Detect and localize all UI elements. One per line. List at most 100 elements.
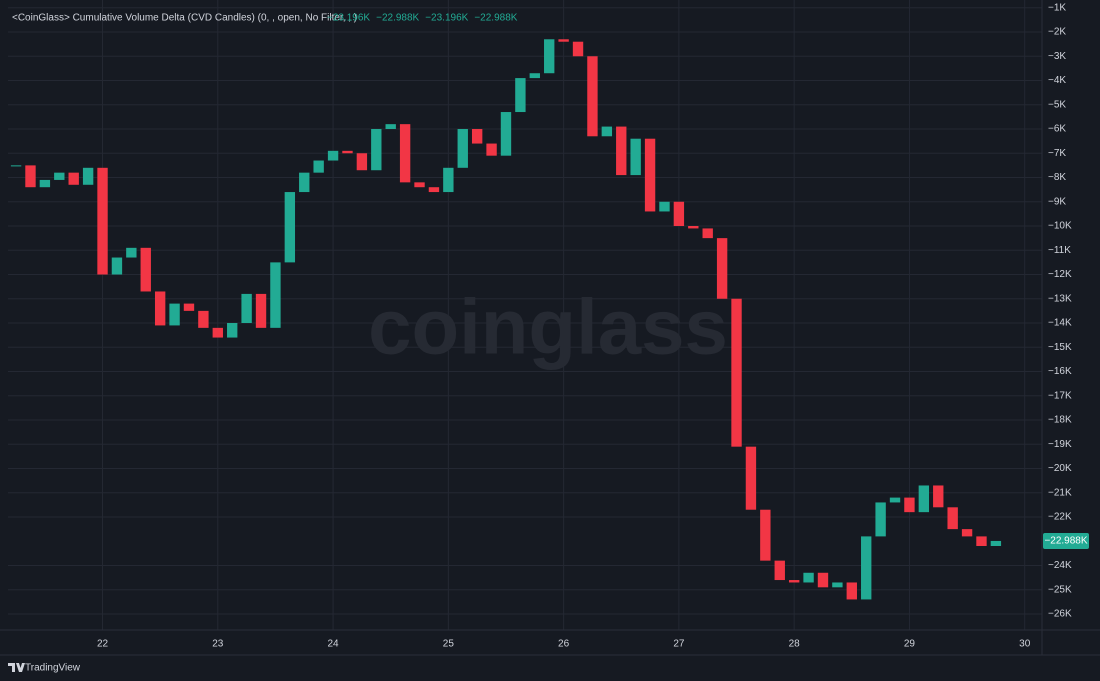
candle-body: [990, 540, 1002, 546]
x-tick-label: 29: [904, 639, 916, 650]
candle-body: [241, 293, 252, 324]
watermark: coinglass: [368, 283, 728, 371]
candle-body: [212, 327, 223, 338]
header-value: −22.988K: [474, 13, 517, 24]
y-tick-label: −10K: [1048, 221, 1072, 232]
last-value-label: −22.988K: [1044, 536, 1087, 547]
header-value: −23.196K: [425, 13, 468, 24]
candle-body: [140, 247, 151, 292]
candle-body: [673, 201, 685, 227]
candle-body: [558, 39, 569, 42]
candle-body: [169, 303, 180, 326]
candle-body: [817, 572, 829, 588]
candle-body: [875, 502, 886, 537]
candle-body: [716, 238, 728, 299]
candle-body: [313, 160, 324, 173]
candle-body: [659, 201, 670, 212]
y-tick-label: −13K: [1048, 293, 1072, 304]
candle-body: [904, 497, 915, 513]
y-tick-label: −14K: [1048, 318, 1072, 329]
candle-body: [601, 126, 613, 137]
candle-body: [457, 129, 468, 168]
y-tick-label: −9K: [1048, 196, 1066, 207]
indicator-title: <CoinGlass> Cumulative Volume Delta (CVD…: [12, 13, 357, 24]
candle-body: [616, 126, 627, 176]
y-tick-label: −21K: [1048, 487, 1072, 498]
y-tick-label: −8K: [1048, 172, 1066, 183]
candle-body: [846, 582, 857, 600]
candle-body: [39, 179, 51, 188]
y-tick-label: −6K: [1048, 124, 1066, 135]
candle-body: [428, 187, 440, 193]
candle-body: [486, 143, 497, 156]
candle-body: [832, 582, 843, 588]
y-tick-label: −11K: [1048, 245, 1071, 256]
candle-body: [342, 150, 353, 154]
x-tick-label: 25: [443, 639, 455, 650]
candle-body: [25, 165, 36, 188]
candle-body: [731, 298, 742, 447]
y-tick-label: −17K: [1048, 390, 1072, 401]
y-tick-label: −5K: [1048, 99, 1066, 110]
candle-body: [385, 124, 396, 130]
candle-body: [529, 73, 540, 79]
candle-body: [572, 41, 584, 57]
y-tick-label: −20K: [1048, 463, 1072, 474]
candle-body: [745, 446, 757, 510]
y-tick-label: −12K: [1048, 269, 1072, 280]
x-tick-label: 30: [1019, 639, 1031, 650]
candle-body: [255, 293, 267, 328]
candle-body: [284, 192, 296, 263]
candle-body: [544, 39, 555, 74]
x-tick-label: 28: [789, 639, 801, 650]
candle-body: [10, 165, 22, 167]
x-tick-label: 23: [212, 639, 224, 650]
last-value-box: [1043, 532, 1089, 549]
y-tick-label: −16K: [1048, 366, 1072, 377]
candle-body: [889, 497, 901, 503]
header-value: −23.196K: [327, 13, 370, 24]
header-value: −22.988K: [376, 13, 419, 24]
x-tick-label: 22: [97, 639, 109, 650]
candle-body: [68, 172, 79, 185]
logo-icon: [8, 663, 25, 672]
candle-body: [976, 536, 987, 546]
candle-body: [515, 78, 526, 113]
candle-body: [97, 167, 108, 275]
x-tick-label: 24: [328, 639, 340, 650]
y-tick-label: −25K: [1048, 584, 1072, 595]
candle-body: [471, 129, 483, 144]
candle-body: [760, 509, 771, 561]
candle-body: [111, 257, 123, 275]
y-tick-label: −22K: [1048, 512, 1072, 523]
candle-body: [54, 172, 65, 180]
y-tick-label: −24K: [1048, 560, 1072, 571]
candle-body: [587, 56, 598, 137]
candle-body: [82, 167, 94, 185]
last-value-tag: −22.988K: [1043, 532, 1089, 549]
candle-body: [933, 485, 944, 508]
grid: [8, 0, 1042, 630]
header-values: −23.196K −22.988K −23.196K −22.988K: [327, 13, 518, 24]
candle-body: [774, 560, 785, 581]
brand-logo: TradingView: [8, 663, 81, 674]
y-tick-label: −19K: [1048, 439, 1072, 450]
candle-body: [961, 529, 973, 537]
candle-body: [803, 572, 814, 583]
candle-body: [947, 507, 958, 530]
candle-body: [183, 303, 195, 311]
y-tick-label: −26K: [1048, 609, 1072, 620]
x-tick-label: 26: [558, 639, 570, 650]
candle-body: [270, 262, 281, 328]
y-tick-label: −4K: [1048, 75, 1066, 86]
candles: [10, 39, 1002, 600]
candle-body: [356, 153, 368, 171]
brand: TradingView: [25, 663, 81, 674]
candle-body: [788, 580, 800, 583]
axes: −1K −2K −3K −4K −5K −6K −7K −8K −9K −10K −11K −12K −…: [97, 2, 1089, 650]
candle-body: [702, 228, 713, 239]
candle-body: [918, 485, 930, 513]
candle-body: [198, 310, 209, 328]
candle-body: [327, 150, 339, 161]
